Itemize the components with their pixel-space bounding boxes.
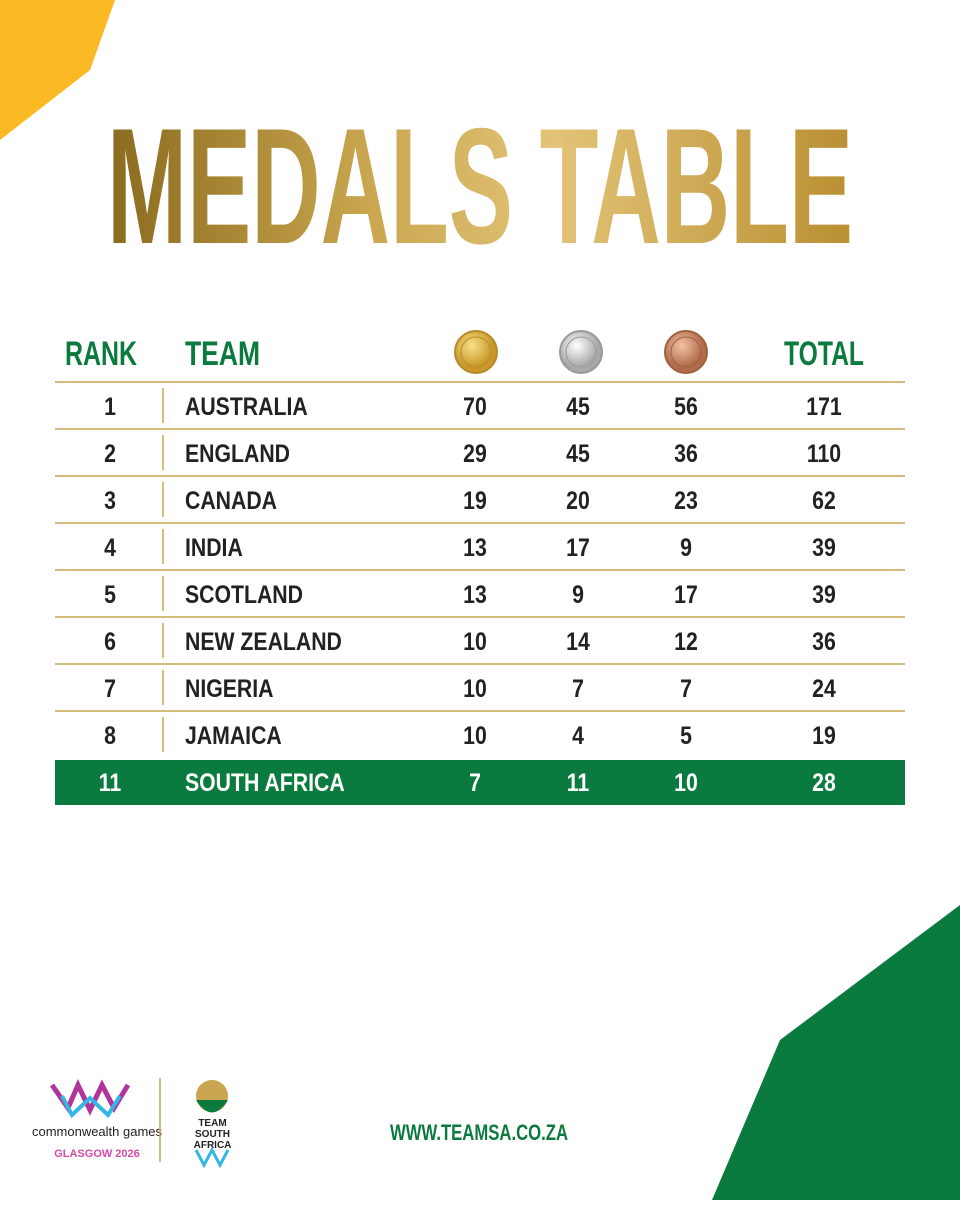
cell-bronze: 9 xyxy=(680,533,692,561)
cell-rank: 7 xyxy=(104,674,116,702)
cell-bronze: 7 xyxy=(680,674,692,702)
cell-team: SCOTLAND xyxy=(185,580,303,608)
highlight-row xyxy=(55,760,905,805)
cell-silver: 4 xyxy=(572,721,584,749)
cell-silver: 14 xyxy=(566,627,590,655)
cell-silver: 45 xyxy=(566,392,590,420)
cell-total: 39 xyxy=(812,580,836,608)
gold-icon-ring xyxy=(460,336,492,368)
corner-yellow xyxy=(0,0,115,140)
cell-silver: 17 xyxy=(566,533,590,561)
cell-bronze: 23 xyxy=(674,486,698,514)
cell-bronze: 17 xyxy=(674,580,698,608)
cell-rank: 2 xyxy=(104,439,116,467)
cwg-logo: commonwealth games GLASGOW 2026 xyxy=(32,1078,163,1160)
cell-silver: 11 xyxy=(567,768,590,796)
cell-team: JAMAICA xyxy=(185,721,282,749)
col-total: TOTAL xyxy=(784,335,864,373)
cell-team: NEW ZEALAND xyxy=(185,627,342,655)
cell-team: AUSTRALIA xyxy=(185,392,308,420)
cell-bronze: 12 xyxy=(674,627,698,655)
cell-gold: 13 xyxy=(463,580,487,608)
cell-total: 19 xyxy=(812,721,836,749)
cell-gold: 10 xyxy=(463,721,487,749)
col-rank: RANK xyxy=(65,335,137,373)
cell-gold: 7 xyxy=(469,768,481,796)
cell-gold: 13 xyxy=(463,533,487,561)
team-logo-box: TEAM SOUTH AFRICA xyxy=(193,1118,232,1148)
cwg-name: commonwealth games xyxy=(32,1124,163,1139)
medal-icons xyxy=(454,330,708,374)
cell-gold: 29 xyxy=(463,439,487,467)
team-logo: TEAM SOUTH AFRICA xyxy=(193,1080,232,1169)
cell-team: NIGERIA xyxy=(185,674,274,702)
cell-bronze: 10 xyxy=(674,768,698,796)
corner-green xyxy=(712,905,960,1200)
cell-rank: 8 xyxy=(104,721,116,749)
silver-icon-ring xyxy=(565,336,597,368)
cell-gold: 19 xyxy=(463,486,487,514)
cell-team: ENGLAND xyxy=(185,439,290,467)
team-mark xyxy=(194,1146,230,1169)
cell-rank: 3 xyxy=(104,486,116,514)
cell-total: 171 xyxy=(806,392,842,420)
cell-silver: 20 xyxy=(566,486,590,514)
cell-total: 39 xyxy=(812,533,836,561)
cell-team: INDIA xyxy=(185,533,243,561)
footer: commonwealth games GLASGOW 2026 TEAM SOU… xyxy=(32,1078,568,1169)
cell-team: SOUTH AFRICA xyxy=(185,768,345,796)
cell-rank: 5 xyxy=(104,580,116,608)
cell-silver: 7 xyxy=(572,674,584,702)
cwg-mark-2 xyxy=(60,1094,122,1119)
cell-rank: 1 xyxy=(104,392,116,420)
cell-silver: 9 xyxy=(572,580,584,608)
cell-rank: 11 xyxy=(99,768,122,796)
cell-gold: 10 xyxy=(463,627,487,655)
website: WWW.TEAMSA.CO.ZA xyxy=(390,1120,568,1145)
title: MEDALS TABLE xyxy=(107,94,853,278)
cwg-edition: GLASGOW 2026 xyxy=(54,1148,140,1160)
cell-total: 36 xyxy=(812,627,836,655)
cell-silver: 45 xyxy=(566,439,590,467)
cell-gold: 10 xyxy=(463,674,487,702)
cell-total: 62 xyxy=(812,486,836,514)
cell-team: CANADA xyxy=(185,486,277,514)
cell-total: 24 xyxy=(812,674,836,702)
protea-leaves xyxy=(196,1100,228,1113)
bronze-icon-ring xyxy=(670,336,702,368)
cell-bronze: 36 xyxy=(674,439,698,467)
cell-total: 28 xyxy=(812,768,836,796)
col-team: TEAM xyxy=(185,335,260,373)
team-logo-text: TEAM SOUTH AFRICA xyxy=(193,1118,232,1148)
cell-rank: 6 xyxy=(104,627,116,655)
cell-rank: 4 xyxy=(104,533,116,561)
cell-total: 110 xyxy=(807,439,841,467)
cell-gold: 70 xyxy=(463,392,487,420)
cell-bronze: 5 xyxy=(680,721,692,749)
cell-bronze: 56 xyxy=(674,392,698,420)
